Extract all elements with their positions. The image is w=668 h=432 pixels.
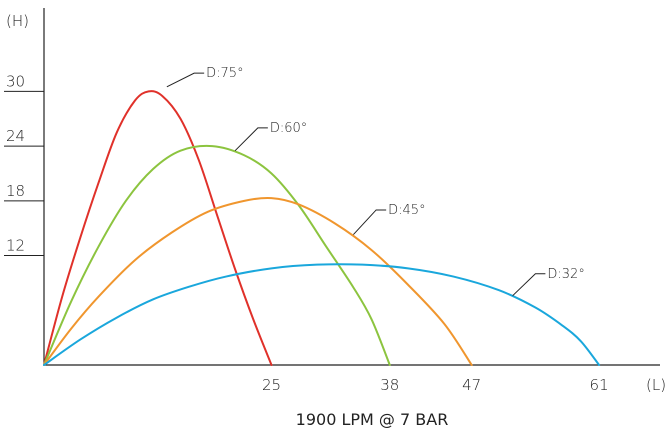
annotation-leader [512, 273, 546, 297]
y-tick-label: 12 [6, 237, 25, 255]
x-tick-label: 47 [462, 376, 481, 394]
annotation-leader [234, 127, 268, 152]
series-label: D:32° [547, 267, 584, 282]
series-label: D:60° [270, 121, 307, 136]
series-lines [43, 90, 601, 366]
series-line-2 [43, 144, 391, 366]
annotation-leader [166, 72, 205, 88]
series-label: D:45° [388, 203, 425, 218]
x-tick-label: 61 [590, 376, 609, 394]
chart-caption: 1900 LPM @ 7 BAR [296, 410, 449, 429]
x-axis-label: (L) [646, 376, 666, 394]
y-ticks: 12 18 24 30 [4, 72, 44, 257]
annotation-leader [353, 209, 387, 235]
x-tick-label: 38 [380, 376, 399, 394]
axes [43, 8, 660, 366]
x-ticks: 25 38 47 61 [262, 376, 609, 394]
series-line-1 [43, 90, 273, 366]
series-line-4 [43, 263, 601, 366]
x-tick-label: 25 [262, 376, 281, 394]
y-tick-label: 30 [6, 72, 25, 90]
series-label: D:75° [206, 66, 243, 81]
series-line-3 [43, 196, 473, 366]
y-tick-label: 18 [6, 182, 25, 200]
y-axis-label: (H) [6, 12, 29, 30]
y-tick-label: 24 [6, 127, 25, 145]
series-annotations: D:75° D:60° D:45° D:32° [166, 66, 585, 297]
